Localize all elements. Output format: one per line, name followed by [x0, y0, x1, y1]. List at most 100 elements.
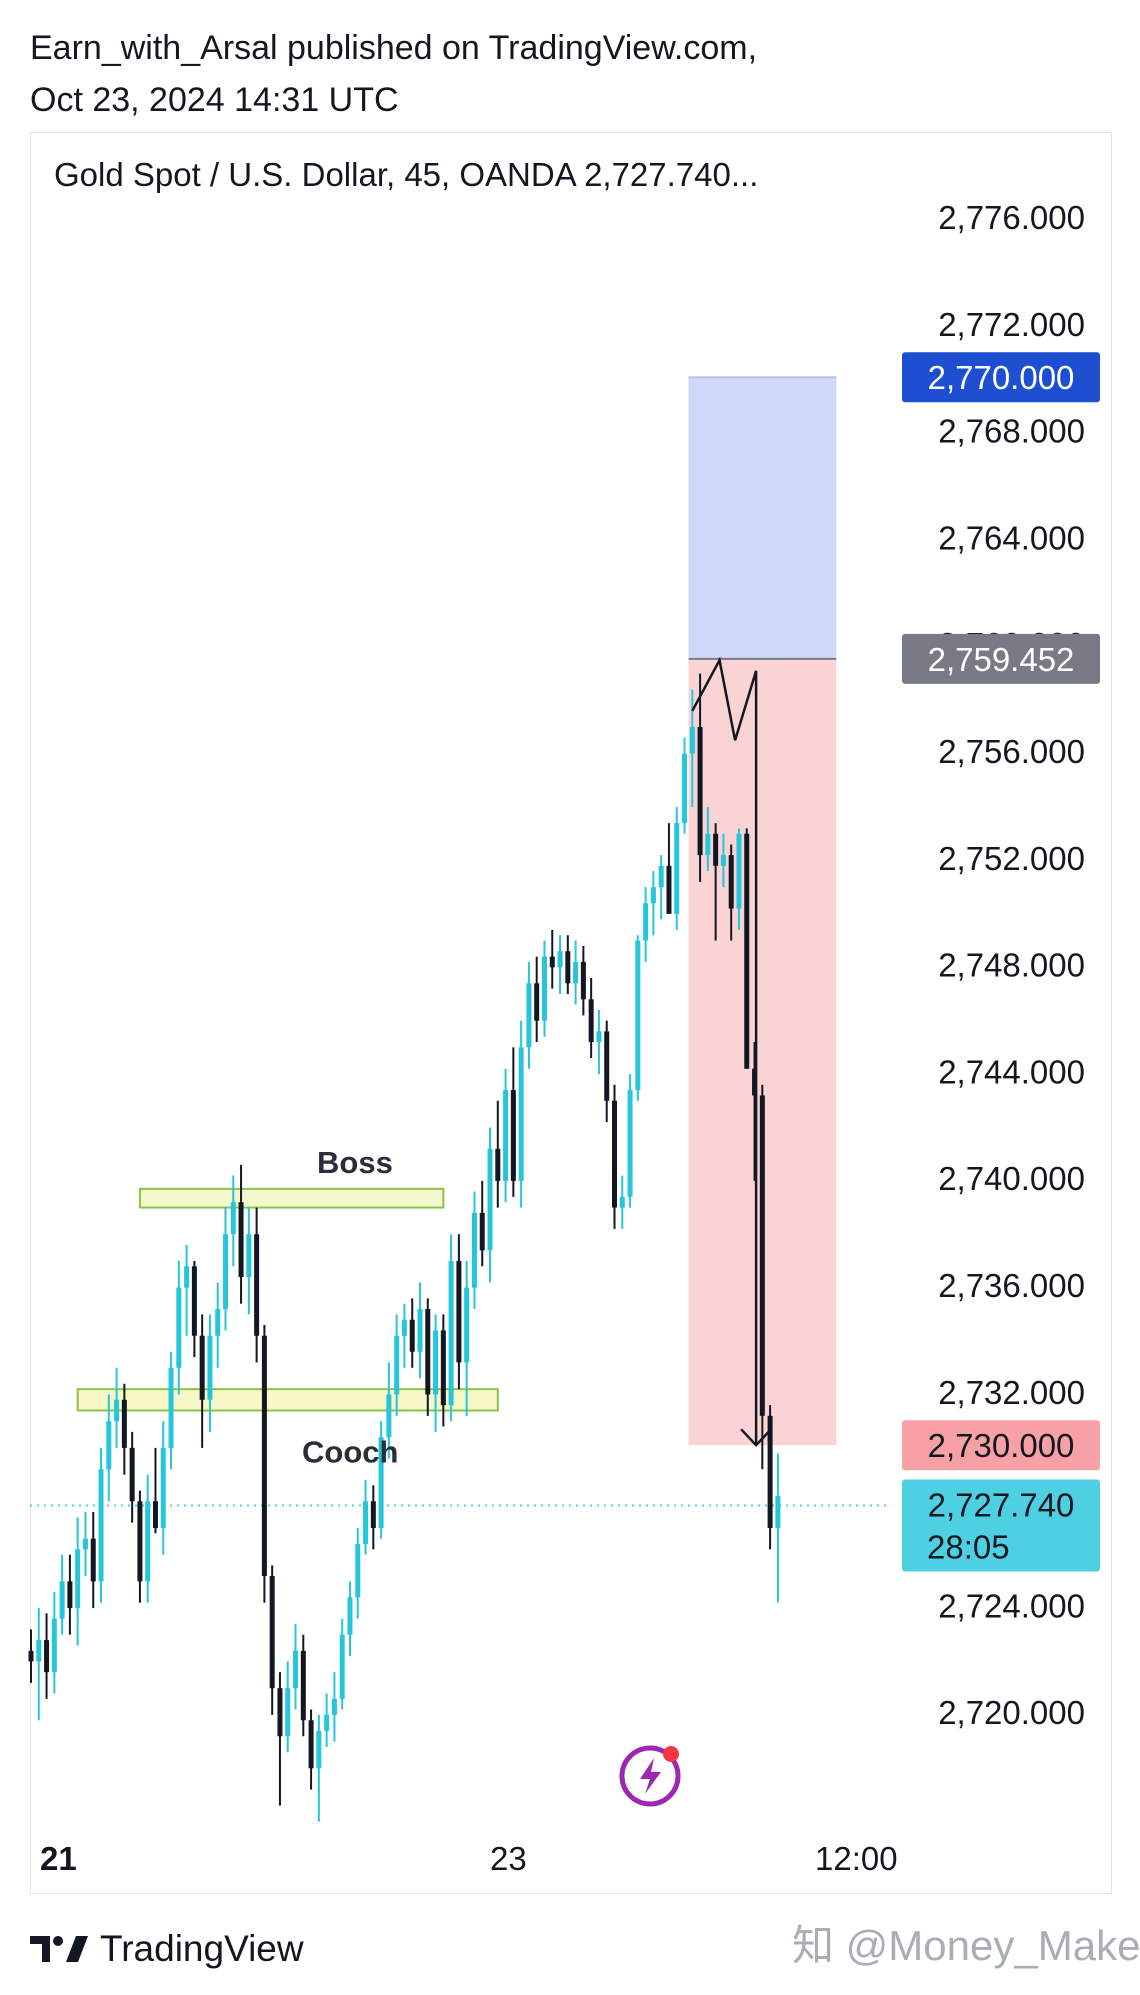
y-tick-label: 2,744.000 [938, 1053, 1085, 1090]
y-tick-label: 2,776.000 [938, 199, 1085, 236]
candle-body [417, 1309, 423, 1352]
candle-body [207, 1335, 213, 1400]
candle-body [75, 1549, 81, 1609]
watermark: 知 @Money_Maker [792, 1922, 1140, 1969]
candle-body [331, 1698, 337, 1715]
candle-body [36, 1640, 42, 1662]
candle-body [549, 956, 555, 968]
candle-body [129, 1447, 135, 1502]
candle-body [67, 1581, 73, 1609]
candle-body [137, 1501, 143, 1582]
price-label-last [902, 1479, 1100, 1572]
candle-body [744, 833, 750, 1069]
candle-body [767, 1415, 773, 1528]
candle-body [479, 1212, 485, 1251]
published-info: Earn_with_Arsal published on TradingView… [30, 22, 757, 126]
candle-body [534, 983, 540, 1021]
candle-body [254, 1234, 260, 1336]
candle-body [503, 1090, 509, 1181]
price-label-last-text: 2,727.740 [928, 1487, 1075, 1524]
candle-body [401, 1319, 407, 1336]
y-tick-label: 2,752.000 [938, 840, 1085, 877]
candle-body [176, 1287, 182, 1368]
lightning-bolt-icon [640, 1758, 661, 1794]
candle-body [308, 1720, 314, 1769]
annotation-label-boss: Boss [317, 1145, 393, 1180]
candle-body [223, 1234, 228, 1310]
candle-body [736, 833, 742, 909]
candle-body [619, 1196, 625, 1208]
price-label-stop [902, 1420, 1100, 1471]
candle-body [650, 887, 656, 904]
candle-body [246, 1234, 252, 1277]
candle-body [370, 1501, 376, 1528]
y-tick-label: 2,772.000 [938, 306, 1085, 343]
candle-body [355, 1543, 361, 1598]
candle-body [339, 1634, 345, 1699]
candle-body [689, 726, 695, 754]
x-tick-label: 21 [40, 1840, 77, 1877]
candle-body [495, 1148, 501, 1181]
candle-body [565, 951, 571, 984]
candle-body [627, 1090, 633, 1197]
candle-body [433, 1330, 439, 1395]
price-label-stop-text: 2,730.000 [928, 1427, 1075, 1464]
published-line-2: Oct 23, 2024 14:31 UTC [30, 81, 399, 119]
candle-body [526, 983, 532, 1048]
y-tick-label: 2,740.000 [938, 1160, 1085, 1197]
position-stop-zone [688, 377, 837, 659]
candle-body [728, 855, 734, 909]
candle-body [300, 1650, 306, 1721]
annotation-label-cooch: Cooch [302, 1434, 398, 1469]
candle-body [293, 1650, 299, 1689]
candle-body [98, 1469, 104, 1582]
candle-body [168, 1367, 174, 1448]
candle-body [152, 1501, 158, 1528]
candle-body [191, 1266, 197, 1336]
annotation-zone-cooch [76, 1388, 499, 1412]
candle-body [285, 1688, 291, 1737]
candle-body [557, 951, 563, 968]
candle-body [277, 1688, 283, 1737]
candle-body [697, 726, 703, 856]
candle-body [261, 1335, 267, 1577]
y-tick-label: 2,768.000 [938, 413, 1085, 450]
candle-body [658, 865, 664, 888]
candle-body [604, 1031, 610, 1101]
candle-body [363, 1501, 369, 1544]
candle-body [518, 1047, 524, 1181]
candle-body [682, 753, 688, 824]
annotation-zone-boss [138, 1187, 445, 1209]
candle-body [588, 999, 594, 1043]
candle-body [238, 1202, 244, 1277]
candle-body [121, 1399, 127, 1448]
candle-body [643, 903, 649, 941]
tradingview-footer[interactable]: TradingView [30, 1928, 304, 1970]
candle-body [386, 1394, 392, 1438]
candle-body [713, 833, 719, 866]
candle-body [90, 1538, 96, 1582]
price-label-target [902, 352, 1100, 403]
candle-body [145, 1501, 151, 1582]
candle-body [666, 865, 672, 914]
candle-body [759, 1095, 765, 1416]
projection-arrowhead [740, 1428, 773, 1448]
candle-body [448, 1260, 454, 1406]
lightning-badge-icon[interactable] [619, 1745, 681, 1807]
y-tick-label: 2,724.000 [938, 1587, 1085, 1624]
candle-body [775, 1495, 781, 1528]
y-tick-label: 2,764.000 [938, 519, 1085, 556]
price-label-entry-text: 2,759.452 [928, 641, 1075, 678]
candle-body [106, 1421, 112, 1470]
y-tick-label: 2,756.000 [938, 733, 1085, 770]
y-tick-label: 2,720.000 [938, 1694, 1085, 1731]
candle-body [215, 1309, 221, 1336]
candle-body [487, 1148, 493, 1251]
candle-body [440, 1330, 446, 1406]
candle-body [51, 1618, 57, 1673]
y-tick-label: 2,732.000 [938, 1374, 1085, 1411]
candle-body [596, 1031, 602, 1043]
price-label-entry [902, 633, 1100, 684]
candle-body [44, 1640, 50, 1673]
